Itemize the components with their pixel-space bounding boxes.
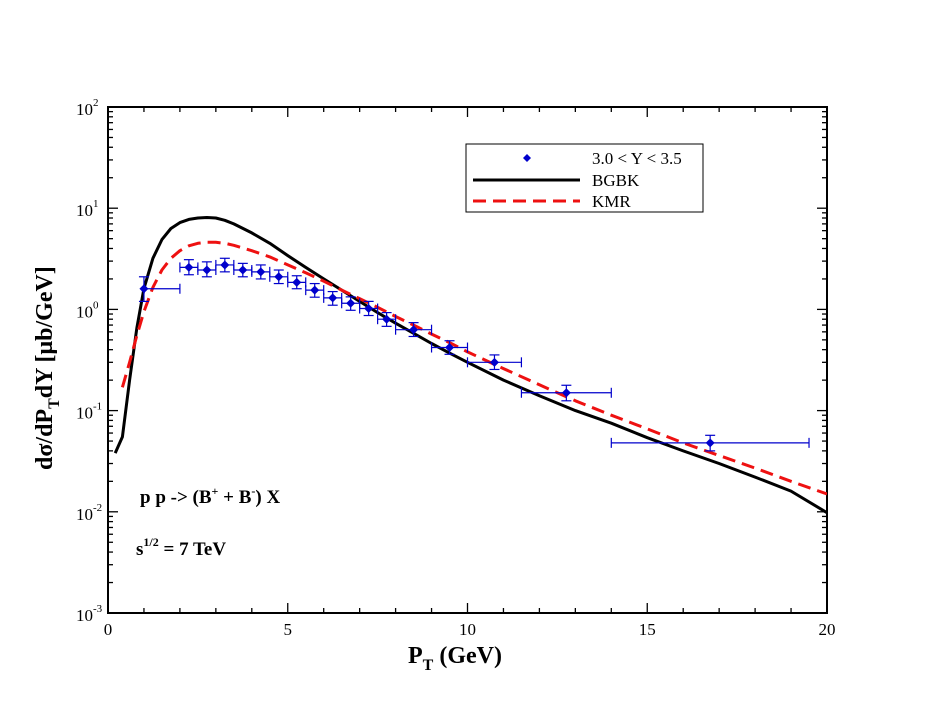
- data-point: [287, 275, 307, 290]
- legend-label-data: 3.0 < Y < 3.5: [592, 149, 682, 168]
- point-marker-diamond: [409, 325, 419, 335]
- x-tick-label: 5: [284, 620, 293, 639]
- annotation-process: p p -> (B+ + B-) X: [140, 484, 280, 508]
- point-marker-diamond: [256, 267, 266, 277]
- data-points: [138, 257, 810, 452]
- y-tick-base: 10: [76, 404, 93, 423]
- legend-box: [465, 143, 704, 213]
- point-marker-diamond: [328, 293, 338, 303]
- data-point: [233, 262, 253, 278]
- y-tick-base: 10: [76, 505, 93, 524]
- y-tick-label: 10-1: [76, 401, 102, 423]
- point-marker-diamond: [364, 304, 374, 314]
- y-tick-exponent: 2: [93, 97, 99, 109]
- y-tick-exponent: 1: [93, 198, 99, 210]
- axis-ticks: [107, 106, 828, 614]
- x-tick-labels: 0 5 10 15 20: [104, 620, 836, 639]
- y-tick-exponent: -2: [93, 502, 102, 514]
- y-tick-label: 102: [76, 97, 99, 119]
- x-axis-title: PT (GeV): [408, 643, 502, 674]
- series-line-bgbk: [113, 216, 827, 514]
- point-marker-diamond: [489, 357, 499, 367]
- data-point: [377, 311, 397, 327]
- point-marker-diamond: [139, 284, 149, 294]
- data-point: [520, 384, 612, 402]
- data-point: [359, 300, 379, 317]
- x-tick-label: 15: [639, 620, 656, 639]
- x-tick-label: 20: [819, 620, 836, 639]
- x-tick-label: 0: [104, 620, 113, 639]
- data-point: [197, 261, 217, 278]
- y-tick-label: 10-3: [76, 603, 103, 625]
- legend-label-kmr: KMR: [592, 192, 631, 211]
- y-tick-label: 10-2: [76, 502, 102, 524]
- y-tick-exponent: -3: [93, 603, 103, 615]
- y-axis-title: dσ/dPTdY [μb/GeV]: [32, 266, 63, 470]
- y-tick-base: 10: [76, 100, 93, 119]
- point-marker-diamond: [705, 438, 715, 448]
- point-marker-diamond: [274, 272, 284, 282]
- point-marker-diamond: [382, 314, 392, 324]
- y-tick-exponent: -1: [93, 401, 102, 413]
- x-tick-label: 10: [459, 620, 476, 639]
- point-marker-diamond: [445, 343, 455, 353]
- data-point: [251, 264, 271, 280]
- legend-marker-diamond: [523, 154, 531, 162]
- legend: 3.0 < Y < 3.5 BGBK KMR: [465, 143, 704, 213]
- point-marker-diamond: [184, 262, 194, 272]
- point-marker-diamond: [202, 265, 212, 275]
- point-marker-diamond: [238, 265, 248, 275]
- data-point: [305, 282, 325, 298]
- data-point: [138, 276, 181, 302]
- series-line-kmr: [120, 240, 827, 496]
- y-tick-base: 10: [76, 201, 93, 220]
- y-tick-label: 100: [76, 299, 99, 321]
- data-point: [269, 269, 289, 285]
- y-tick-base: 10: [76, 302, 93, 321]
- point-marker-diamond: [220, 260, 230, 270]
- data-point: [430, 340, 469, 355]
- y-tick-base: 10: [76, 606, 93, 625]
- data-point: [179, 259, 199, 276]
- y-tick-label: 101: [76, 198, 99, 220]
- data-point: [610, 434, 810, 452]
- y-tick-exponent: 0: [93, 299, 99, 311]
- point-marker-diamond: [310, 285, 320, 295]
- point-marker-diamond: [346, 298, 356, 308]
- data-point: [466, 354, 523, 371]
- annotation-energy: s1/2 = 7 TeV: [136, 535, 226, 560]
- data-point: [395, 322, 433, 338]
- data-point: [323, 290, 343, 306]
- point-marker-diamond: [292, 277, 302, 287]
- legend-label-bgbk: BGBK: [592, 171, 640, 190]
- data-point: [215, 257, 235, 273]
- curves: [113, 216, 827, 514]
- point-marker-diamond: [561, 388, 571, 398]
